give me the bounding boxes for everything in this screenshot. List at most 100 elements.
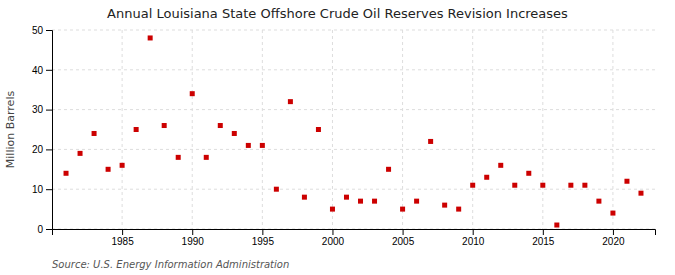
point	[624, 179, 629, 184]
grid-line	[332, 30, 333, 229]
point	[456, 207, 461, 212]
point	[568, 183, 573, 188]
point	[498, 163, 503, 168]
y-axis: 0 10 20 30 40 50	[32, 25, 53, 235]
tick-mark	[543, 229, 544, 235]
tick: 2005	[392, 229, 415, 247]
point	[232, 131, 237, 136]
point	[246, 143, 251, 148]
tick-label: 2020	[602, 236, 625, 247]
point	[106, 167, 111, 172]
tick-mark	[332, 229, 333, 235]
point	[610, 211, 615, 216]
tick: 1990	[182, 229, 205, 247]
source: Source: U.S. Energy Information Administ…	[52, 259, 289, 270]
tick-mark	[473, 229, 474, 235]
point	[218, 123, 223, 128]
tick-label: 2015	[532, 236, 555, 247]
point	[148, 35, 153, 40]
tick: 50	[32, 25, 52, 36]
tick-label: 2005	[392, 236, 415, 247]
tick: 1985	[111, 229, 134, 247]
grid-line	[52, 109, 655, 110]
grid-line	[52, 189, 655, 190]
tick-label: 2010	[462, 236, 485, 247]
grid-line	[52, 69, 655, 70]
point	[274, 187, 279, 192]
grid-line	[52, 149, 655, 150]
tick: 30	[32, 104, 52, 115]
point	[638, 191, 643, 196]
tick: 2015	[532, 229, 555, 247]
grid-line	[472, 30, 473, 229]
grid-line	[122, 30, 123, 229]
point	[260, 143, 265, 148]
tick-label: 1985	[111, 236, 134, 247]
point	[372, 199, 377, 204]
y-axis-title: Million Barrels	[4, 91, 17, 169]
grid-line	[192, 30, 193, 229]
tick: 2000	[322, 229, 345, 247]
point	[358, 199, 363, 204]
tick: 20	[32, 144, 52, 155]
tick-mark	[613, 229, 614, 235]
chart: 1985 1990 1995 2000 2005 2010 2015 2020 0 10 20 30 4…	[0, 0, 675, 275]
point	[414, 199, 419, 204]
tick: 40	[32, 65, 52, 76]
tick-mark	[46, 149, 52, 150]
tick-mark	[192, 229, 193, 235]
point	[428, 139, 433, 144]
point	[64, 171, 69, 176]
tick-mark	[122, 229, 123, 235]
point	[330, 207, 335, 212]
point	[316, 127, 321, 132]
point	[484, 175, 489, 180]
tick: 2010	[462, 229, 485, 247]
point	[582, 183, 587, 188]
grid-line	[52, 30, 655, 31]
point	[204, 155, 209, 160]
tick-label: 30	[32, 104, 44, 115]
tick-label: 2000	[322, 236, 345, 247]
point	[134, 127, 139, 132]
grid-line	[402, 30, 403, 229]
axis-line	[46, 31, 53, 230]
point	[162, 123, 167, 128]
point	[596, 199, 601, 204]
grid-line	[262, 30, 263, 229]
tick-label: 20	[32, 144, 44, 155]
point	[176, 155, 181, 160]
grid-line	[542, 30, 543, 229]
tick: 0	[37, 224, 52, 235]
tick: 2020	[602, 229, 625, 247]
plot: 1985 1990 1995 2000 2005 2010 2015 2020 0 10 20 30 4…	[32, 25, 656, 247]
point	[554, 223, 559, 228]
point	[78, 151, 83, 156]
tick-mark	[46, 229, 52, 230]
point	[540, 183, 545, 188]
tick-mark	[46, 30, 52, 31]
tick-label: 1995	[252, 236, 275, 247]
tick: 10	[32, 184, 52, 195]
point	[120, 163, 125, 168]
x-axis: 1985 1990 1995 2000 2005 2010 2015 2020	[53, 229, 656, 247]
tick-label: 40	[32, 65, 44, 76]
point	[470, 183, 475, 188]
point	[190, 91, 195, 96]
point	[92, 131, 97, 136]
grid-line	[612, 30, 613, 229]
tick-label: 10	[32, 184, 44, 195]
title: Annual Louisiana State Offshore Crude Oi…	[107, 6, 568, 21]
tick-mark	[46, 189, 52, 190]
tick-label: 1990	[182, 236, 205, 247]
tick-label: 50	[32, 25, 44, 36]
point	[526, 171, 531, 176]
point	[512, 183, 517, 188]
tick-mark	[46, 110, 52, 111]
tick: 1995	[252, 229, 275, 247]
point	[400, 207, 405, 212]
point	[386, 167, 391, 172]
tick-mark	[262, 229, 263, 235]
points	[64, 35, 644, 227]
grid	[52, 30, 655, 229]
